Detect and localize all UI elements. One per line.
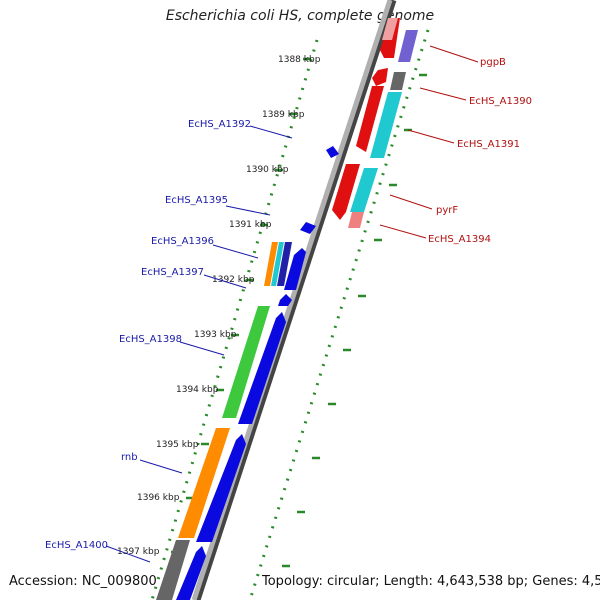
cds-EcHS_A1398-green[interactable] bbox=[222, 306, 270, 418]
cds-EcHS_A1400-gray[interactable] bbox=[156, 540, 190, 600]
cds-EcHS_A1394-pink[interactable] bbox=[348, 212, 364, 228]
accession-label: Accession: bbox=[9, 574, 78, 589]
gene-label-left[interactable]: EcHS_A1395 bbox=[165, 195, 228, 206]
gene-label-left[interactable]: EcHS_A1400 bbox=[45, 540, 108, 551]
gene-label-left[interactable]: EcHS_A1397 bbox=[141, 267, 204, 278]
right-gene-labels: pgpB EcHS_A1390 EcHS_A1391 pyrF EcHS_A13… bbox=[428, 57, 532, 245]
kbp-tick-label: 1395 kbp bbox=[156, 440, 199, 450]
kbp-tick-label: 1391 kbp bbox=[229, 220, 272, 230]
kbp-tick-label: 1396 kbp bbox=[137, 493, 180, 503]
cds-arrow-EcHS_A1395[interactable] bbox=[300, 222, 316, 234]
cds-EcHS_A1390-gray[interactable] bbox=[390, 72, 406, 90]
gene-label-right[interactable]: EcHS_A1394 bbox=[428, 234, 491, 245]
right-feature-track bbox=[332, 18, 418, 228]
left-feature-track bbox=[156, 146, 339, 600]
cds-EcHS_A1396-cyan[interactable] bbox=[271, 242, 284, 286]
cds-EcHS_A1396-blue[interactable] bbox=[277, 242, 292, 286]
cds-EcHS_A1391-red[interactable] bbox=[356, 86, 384, 152]
kbp-tick-label: 1388 kbp bbox=[278, 55, 321, 65]
gene-label-left[interactable]: EcHS_A1396 bbox=[151, 236, 214, 247]
cds-EcHS_A1390-red[interactable] bbox=[372, 68, 388, 86]
cds-pyrF-cyan[interactable] bbox=[350, 168, 378, 212]
cds-pyrF-red[interactable] bbox=[332, 164, 360, 220]
map-title: Escherichia coli HS, complete genome bbox=[165, 8, 435, 24]
kbp-tick-label: 1392 kbp bbox=[212, 275, 255, 285]
cds-arrow-EcHS_A1397-b[interactable] bbox=[278, 294, 292, 306]
cds-arrow-EcHS_A1392[interactable] bbox=[326, 146, 339, 158]
cds-EcHS_A1396-orange[interactable] bbox=[264, 242, 278, 286]
cds-arrow-EcHS_A1400-blue[interactable] bbox=[176, 546, 206, 600]
gene-label-right[interactable]: EcHS_A1391 bbox=[457, 139, 520, 150]
cds-arrow-rnb-blue[interactable] bbox=[196, 434, 246, 542]
genome-backbone-shadow bbox=[193, 0, 397, 600]
kbp-tick-label: 1393 kbp bbox=[194, 330, 237, 340]
cds-rnb-orange[interactable] bbox=[178, 428, 230, 538]
gene-label-right[interactable]: pyrF bbox=[436, 205, 458, 216]
outer-left-tick-guide bbox=[150, 39, 319, 600]
gene-label-left[interactable]: EcHS_A1392 bbox=[188, 119, 251, 130]
kbp-tick-label: 1394 kbp bbox=[176, 385, 219, 395]
cds-arrow-EcHS_A1397-a[interactable] bbox=[284, 248, 306, 290]
right-label-leaders bbox=[379, 45, 479, 239]
topology-info: Topology: circular; Length: 4,643,538 bp… bbox=[262, 574, 600, 589]
kbp-tick-label: 1390 kbp bbox=[246, 165, 289, 175]
gene-label-right[interactable]: EcHS_A1390 bbox=[469, 96, 532, 107]
gene-label-right[interactable]: pgpB bbox=[480, 57, 506, 68]
accession-info: Accession: NC_009800 bbox=[9, 574, 157, 589]
kbp-tick-label: 1397 kbp bbox=[117, 547, 160, 557]
cds-EcHS_A1391-cyan[interactable] bbox=[370, 92, 402, 158]
gene-label-left[interactable]: EcHS_A1398 bbox=[119, 334, 182, 345]
left-gene-labels: EcHS_A1392 EcHS_A1395 EcHS_A1396 EcHS_A1… bbox=[45, 119, 251, 551]
left-label-leaders bbox=[105, 125, 293, 563]
accession-value: NC_009800 bbox=[81, 574, 157, 589]
cds-arrow-EcHS_A1398-blue[interactable] bbox=[238, 312, 286, 424]
kbp-tick-label: 1389 kbp bbox=[262, 110, 305, 120]
gene-label-left[interactable]: rnb bbox=[121, 452, 138, 463]
cds-pgpB-pink[interactable] bbox=[382, 18, 398, 40]
kbp-tick-labels: 1388 kbp 1389 kbp 1390 kbp 1391 kbp 1392… bbox=[117, 55, 321, 557]
cds-pgpB-purple[interactable] bbox=[398, 30, 418, 62]
